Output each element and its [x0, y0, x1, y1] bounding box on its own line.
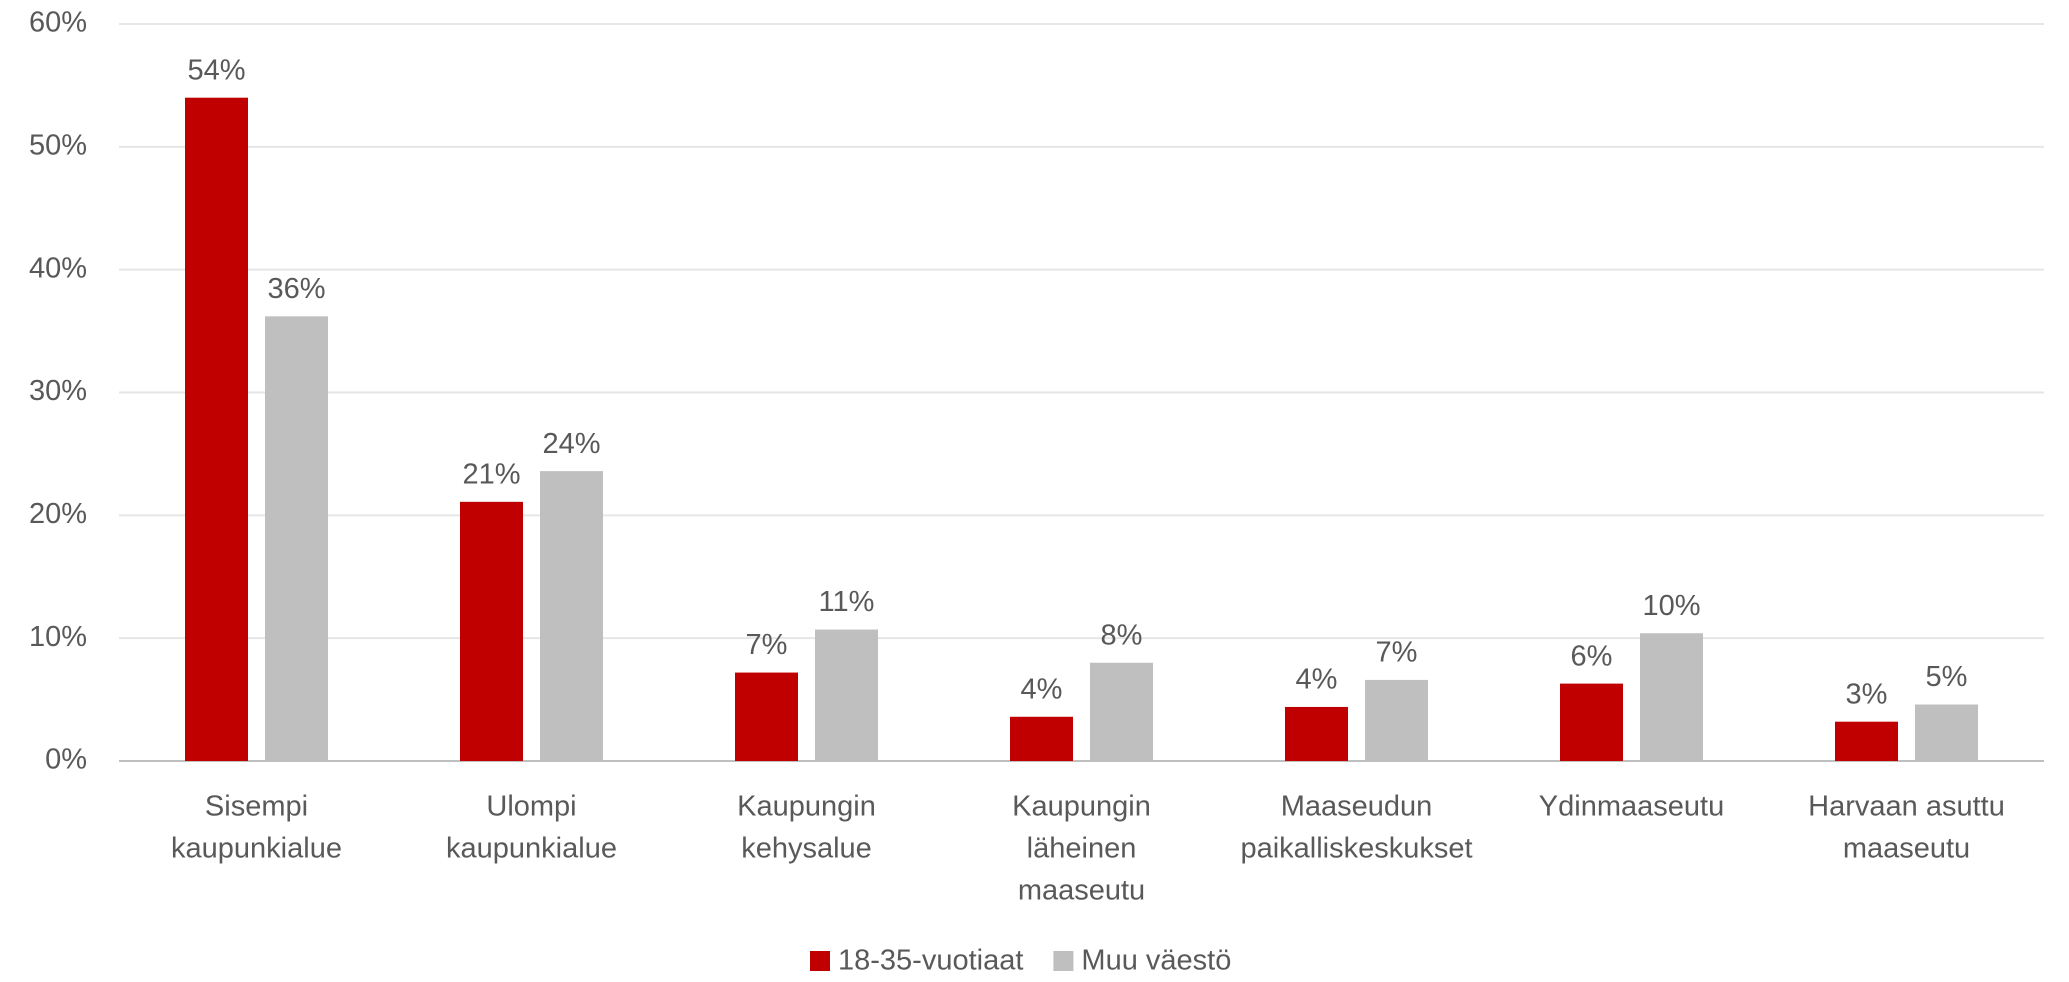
value-label: 21% — [462, 458, 520, 490]
bar — [1285, 706, 1348, 761]
x-tick-label: Harvaan asuttu — [1808, 791, 2005, 823]
x-tick-label: Ydinmaaseutu — [1539, 791, 1724, 823]
y-tick-label: 0% — [45, 744, 87, 776]
bar — [1010, 716, 1073, 761]
x-tick-label: kaupunkialue — [446, 833, 617, 865]
value-label: 7% — [1376, 637, 1418, 669]
bar — [1640, 633, 1703, 761]
x-tick-label: kehysalue — [741, 833, 872, 865]
value-label: 24% — [542, 428, 600, 460]
value-label: 5% — [1926, 661, 1968, 693]
value-label: 36% — [267, 273, 325, 305]
bar — [460, 501, 523, 761]
x-tick-label: Maaseudun — [1281, 791, 1433, 823]
x-tick-label: Kaupungin — [737, 791, 876, 823]
x-tick-label: Kaupungin — [1012, 791, 1151, 823]
x-tick-label: Sisempi — [205, 791, 308, 823]
value-label: 54% — [187, 54, 245, 86]
x-tick-label: Ulompi — [486, 791, 576, 823]
y-tick-label: 20% — [29, 498, 87, 530]
legend-label: 18-35-vuotiaat — [838, 945, 1023, 977]
x-tick-label: maaseutu — [1843, 833, 1970, 865]
bar — [265, 316, 328, 761]
x-tick-label: paikalliskeskukset — [1240, 833, 1472, 865]
legend-swatch — [1053, 951, 1074, 971]
bar — [735, 672, 798, 761]
value-label: 7% — [746, 629, 788, 661]
bar — [1915, 704, 1978, 761]
bar — [1365, 679, 1428, 761]
y-tick-label: 60% — [29, 7, 87, 39]
bar — [540, 471, 603, 761]
y-tick-label: 50% — [29, 129, 87, 161]
legend-label: Muu väestö — [1081, 945, 1231, 977]
bar — [1090, 662, 1153, 761]
value-label: 10% — [1642, 590, 1700, 622]
x-tick-label: maaseutu — [1018, 875, 1145, 907]
bar — [815, 629, 878, 761]
legend-swatch — [810, 951, 830, 971]
y-tick-label: 30% — [29, 375, 87, 407]
value-label: 11% — [819, 586, 875, 618]
x-tick-label: läheinen — [1027, 833, 1137, 865]
y-tick-label: 40% — [29, 252, 87, 284]
bar — [1560, 683, 1623, 761]
x-tick-label: kaupunkialue — [171, 833, 342, 865]
bar — [185, 97, 248, 761]
y-tick-label: 10% — [29, 621, 87, 653]
value-label: 3% — [1846, 678, 1888, 710]
value-label: 4% — [1021, 673, 1063, 705]
value-label: 8% — [1101, 619, 1143, 651]
bar — [1835, 721, 1898, 761]
value-label: 4% — [1296, 664, 1338, 696]
value-label: 6% — [1571, 640, 1613, 672]
